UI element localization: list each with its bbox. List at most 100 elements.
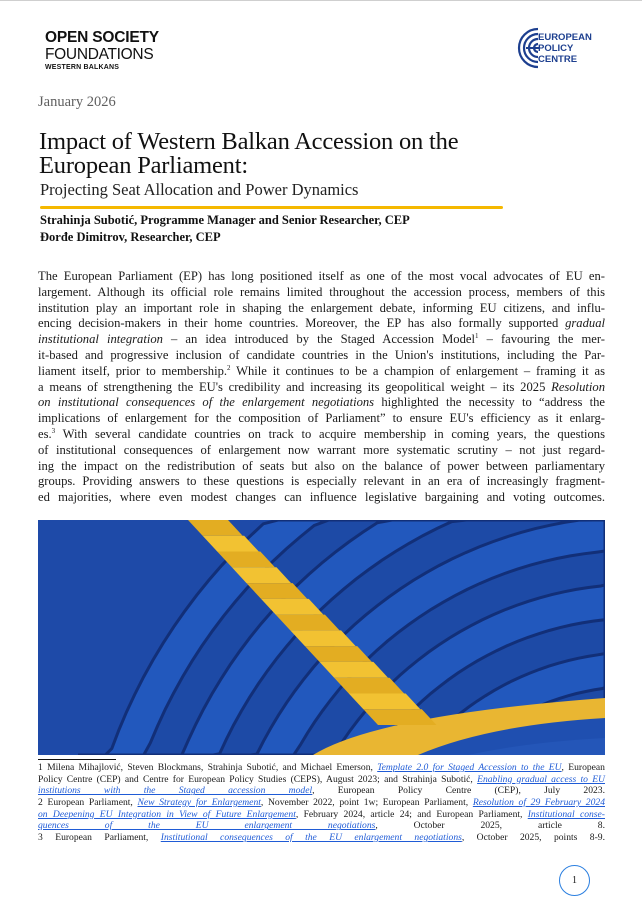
- footnote-separator: [38, 759, 116, 760]
- text-line: Policy Centre (CEP) and Centre for Europ…: [38, 774, 605, 786]
- text-segment: institution play an important role in sh…: [38, 300, 605, 315]
- footnote-ref[interactable]: 3: [51, 426, 56, 435]
- yellow-stair-step: [246, 583, 308, 599]
- text-line: on Deepening EU Integration in View of F…: [38, 809, 605, 821]
- text-segment: – an idea introduced by the Staged Acces…: [162, 332, 475, 347]
- publication-date: January 2026: [38, 94, 116, 110]
- text-line: institutional integration – an idea intr…: [38, 332, 605, 348]
- text-segment: , November 2022, point 1w; European Parl…: [260, 797, 473, 809]
- italic-text: on institutional consequences of the enl…: [38, 395, 375, 410]
- text-segment: ed majorities, where even modest changes…: [38, 490, 605, 505]
- yellow-stair-step: [304, 646, 372, 662]
- title-line2: European Parliament:: [39, 152, 248, 179]
- osf-logo-line3: WESTERN BALKANS: [45, 64, 120, 71]
- text-line: quences of the EU enlargement negotiatio…: [38, 820, 605, 832]
- yellow-stair-step: [231, 567, 292, 584]
- yellow-stair-step: [188, 520, 243, 536]
- osf-logo-line1: OPEN SOCIETY: [45, 29, 159, 46]
- text-line: 3 European Parliament, Institutional con…: [38, 832, 605, 844]
- text-segment: largement. Although its official role re…: [38, 284, 605, 299]
- text-segment: While it continues to be a champion of e…: [230, 363, 605, 378]
- footnote-ref[interactable]: 1: [474, 332, 479, 341]
- text-segment: , European Policy Centre (CEP), July 202…: [312, 785, 605, 797]
- text-segment: a means of strengthening the EU's credib…: [38, 379, 552, 394]
- text-segment: – favouring the mer-: [478, 332, 606, 347]
- yellow-stair-step: [217, 551, 275, 568]
- text-segment: groups. Providing answers to these quest…: [38, 474, 605, 489]
- text-line: The European Parliament (EP) has long po…: [38, 269, 605, 285]
- text-line: largement. Although its official role re…: [38, 285, 605, 301]
- reference-link[interactable]: quences of the EU enlargement negotiatio…: [38, 820, 376, 832]
- author-2: Đorđe Dimitrov, Researcher, CEP: [40, 230, 221, 244]
- text-line: encing decision-makers in their home cou…: [38, 316, 605, 332]
- body-paragraph: The European Parliament (EP) has long po…: [38, 269, 605, 506]
- epc-logo-text: EUROPEAN POLICY CENTRE: [538, 32, 592, 65]
- reference-link[interactable]: Enabling gradual access to EU: [477, 773, 605, 785]
- italic-text: gradual: [565, 316, 605, 331]
- text-segment: , October 2025, points 8-9.: [461, 832, 605, 844]
- page-number: 1: [559, 865, 590, 896]
- text-line: liament itself, prior to membership.2 Wh…: [38, 364, 605, 380]
- yellow-stair-step: [319, 661, 388, 678]
- page-title: Impact of Western Balkan Accession on th…: [39, 128, 459, 179]
- italic-text: Resolution: [551, 379, 605, 394]
- text-segment: es.: [38, 426, 52, 441]
- text-line: institution play an important role in sh…: [38, 301, 605, 317]
- reference-link[interactable]: Resolution of 29 February 2024: [472, 797, 605, 809]
- text-line: it-based and progressive inclusion of ca…: [38, 348, 605, 364]
- text-segment: liament itself, prior to membership.: [38, 363, 228, 378]
- epc-line2: POLICY: [538, 43, 574, 54]
- text-line: on institutional consequences of the enl…: [38, 395, 605, 411]
- italic-text: institutional integration: [38, 332, 163, 347]
- text-segment: implications of enlargement for the comp…: [38, 411, 605, 426]
- reference-link[interactable]: Institutional consequences of the EU enl…: [160, 832, 462, 844]
- text-line: es.3 With several candidate countries on…: [38, 427, 605, 443]
- text-segment: highlighted the necessity to “address th…: [374, 395, 605, 410]
- page-top-border: [0, 0, 642, 1]
- yellow-stair-step: [261, 598, 324, 615]
- text-segment: of institutional consequences of enlarge…: [38, 442, 605, 457]
- authors: Strahinja Subotić, Programme Manager and…: [40, 212, 410, 246]
- lower-step: [468, 738, 605, 755]
- footnotes: 1 Milena Mihajlović, Steven Blockmans, S…: [38, 762, 605, 844]
- author-1: Strahinja Subotić, Programme Manager and…: [40, 213, 410, 227]
- reference-link[interactable]: Institutional conse-: [527, 808, 605, 820]
- yellow-stair-step: [348, 693, 421, 710]
- epc-line3: CENTRE: [538, 54, 578, 65]
- title-line1: Impact of Western Balkan Accession on th…: [39, 128, 459, 155]
- reference-link[interactable]: New Strategy for Enlargement: [137, 797, 261, 809]
- yellow-stair-step: [275, 614, 340, 631]
- text-line: institutions with the Staged accession m…: [38, 785, 605, 797]
- osf-logo-line2: FOUNDATIONS: [45, 45, 154, 63]
- amphitheatre-steps-photo: [38, 520, 605, 755]
- text-segment: , October 2025, article 8.: [375, 820, 605, 832]
- page-subtitle: Projecting Seat Allocation and Power Dyn…: [40, 180, 359, 199]
- text-segment: The European Parliament (EP) has long po…: [38, 269, 605, 283]
- text-line: of institutional consequences of enlarge…: [38, 443, 605, 459]
- text-line: 2 European Parliament, New Strategy for …: [38, 797, 605, 809]
- footnote-ref[interactable]: 2: [227, 363, 231, 372]
- text-line: ed majorities, where even modest changes…: [38, 490, 605, 506]
- epc-line1: EUROPEAN: [538, 32, 592, 43]
- yellow-stair-step: [202, 535, 259, 552]
- reference-link[interactable]: institutions with the Staged accession m…: [38, 785, 313, 797]
- yellow-stair-step: [363, 709, 437, 725]
- text-line: a means of strengthening the EU's credib…: [38, 380, 605, 396]
- osf-logo: OPEN SOCIETY FOUNDATIONS WESTERN BALKANS: [45, 30, 159, 71]
- yellow-stair-step: [290, 630, 356, 647]
- text-segment: 1 Milena Mihajlović, Steven Blockmans, S…: [38, 762, 378, 773]
- reference-link[interactable]: on Deepening EU Integration in View of F…: [38, 808, 296, 820]
- text-segment: 2 European Parliament,: [38, 797, 138, 809]
- epc-logo: EUROPEAN POLICY CENTRE: [516, 25, 592, 71]
- text-segment: ing the impact on the redistribution of …: [38, 458, 605, 473]
- text-segment: , European: [561, 762, 605, 773]
- text-line: ing the impact on the redistribution of …: [38, 459, 605, 475]
- reference-link[interactable]: Template 2.0 for Staged Accession to the…: [377, 762, 562, 773]
- text-segment: encing decision-makers in their home cou…: [38, 316, 566, 331]
- epc-emblem-icon: [517, 27, 539, 69]
- text-segment: Policy Centre (CEP) and Centre for Europ…: [38, 773, 478, 785]
- text-line: 1 Milena Mihajlović, Steven Blockmans, S…: [38, 762, 605, 774]
- text-line: groups. Providing answers to these quest…: [38, 474, 605, 490]
- yellow-stair-step: [334, 677, 405, 694]
- text-segment: 3 European Parliament,: [38, 832, 161, 844]
